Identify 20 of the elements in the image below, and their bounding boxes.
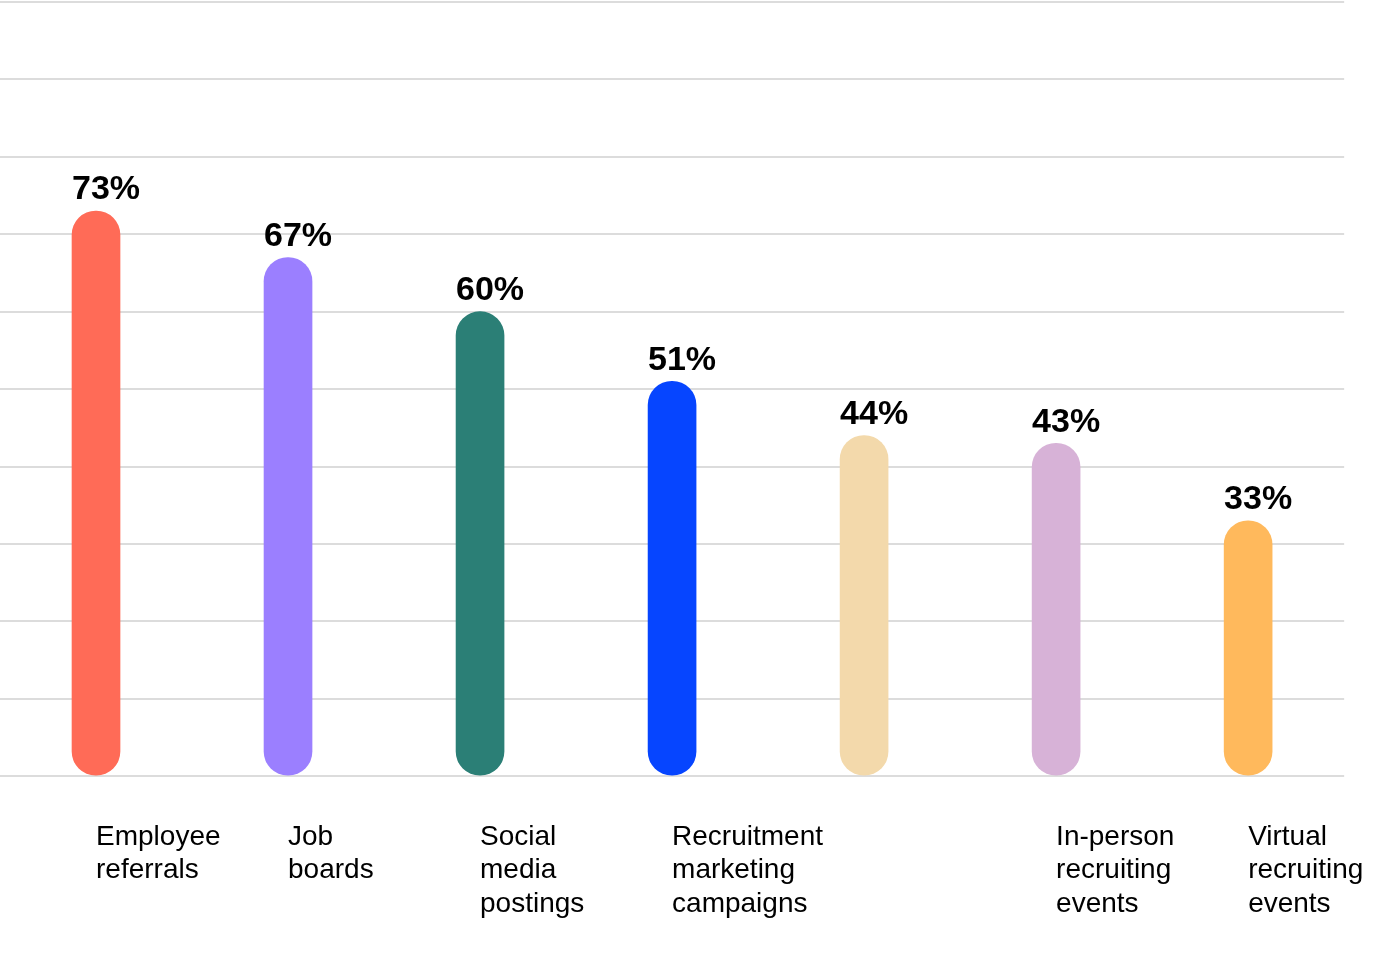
x-tick-label: Social media postings	[480, 819, 585, 918]
x-tick-label: Employee referrals	[96, 819, 221, 885]
data-label: 51%	[648, 338, 717, 377]
x-tick-label: Recruitment marketing campaigns	[672, 819, 824, 918]
data-label: 44%	[840, 392, 909, 431]
data-label: 67%	[264, 214, 333, 253]
data-label: 43%	[1032, 400, 1101, 439]
data-label: 73%	[71, 168, 141, 207]
bar	[455, 311, 505, 776]
x-tick-label: In-person recruiting events	[1056, 819, 1175, 918]
bar	[647, 381, 697, 776]
bar	[1031, 442, 1081, 776]
bar	[263, 257, 313, 776]
data-label: 60%	[456, 269, 525, 308]
bar	[71, 210, 121, 776]
data-label: 33%	[1224, 478, 1293, 517]
x-tick-label: Virtual recruiting events	[1248, 819, 1364, 918]
bar	[1223, 520, 1273, 776]
bar	[839, 435, 889, 776]
x-tick-label: Job boards	[288, 819, 374, 885]
